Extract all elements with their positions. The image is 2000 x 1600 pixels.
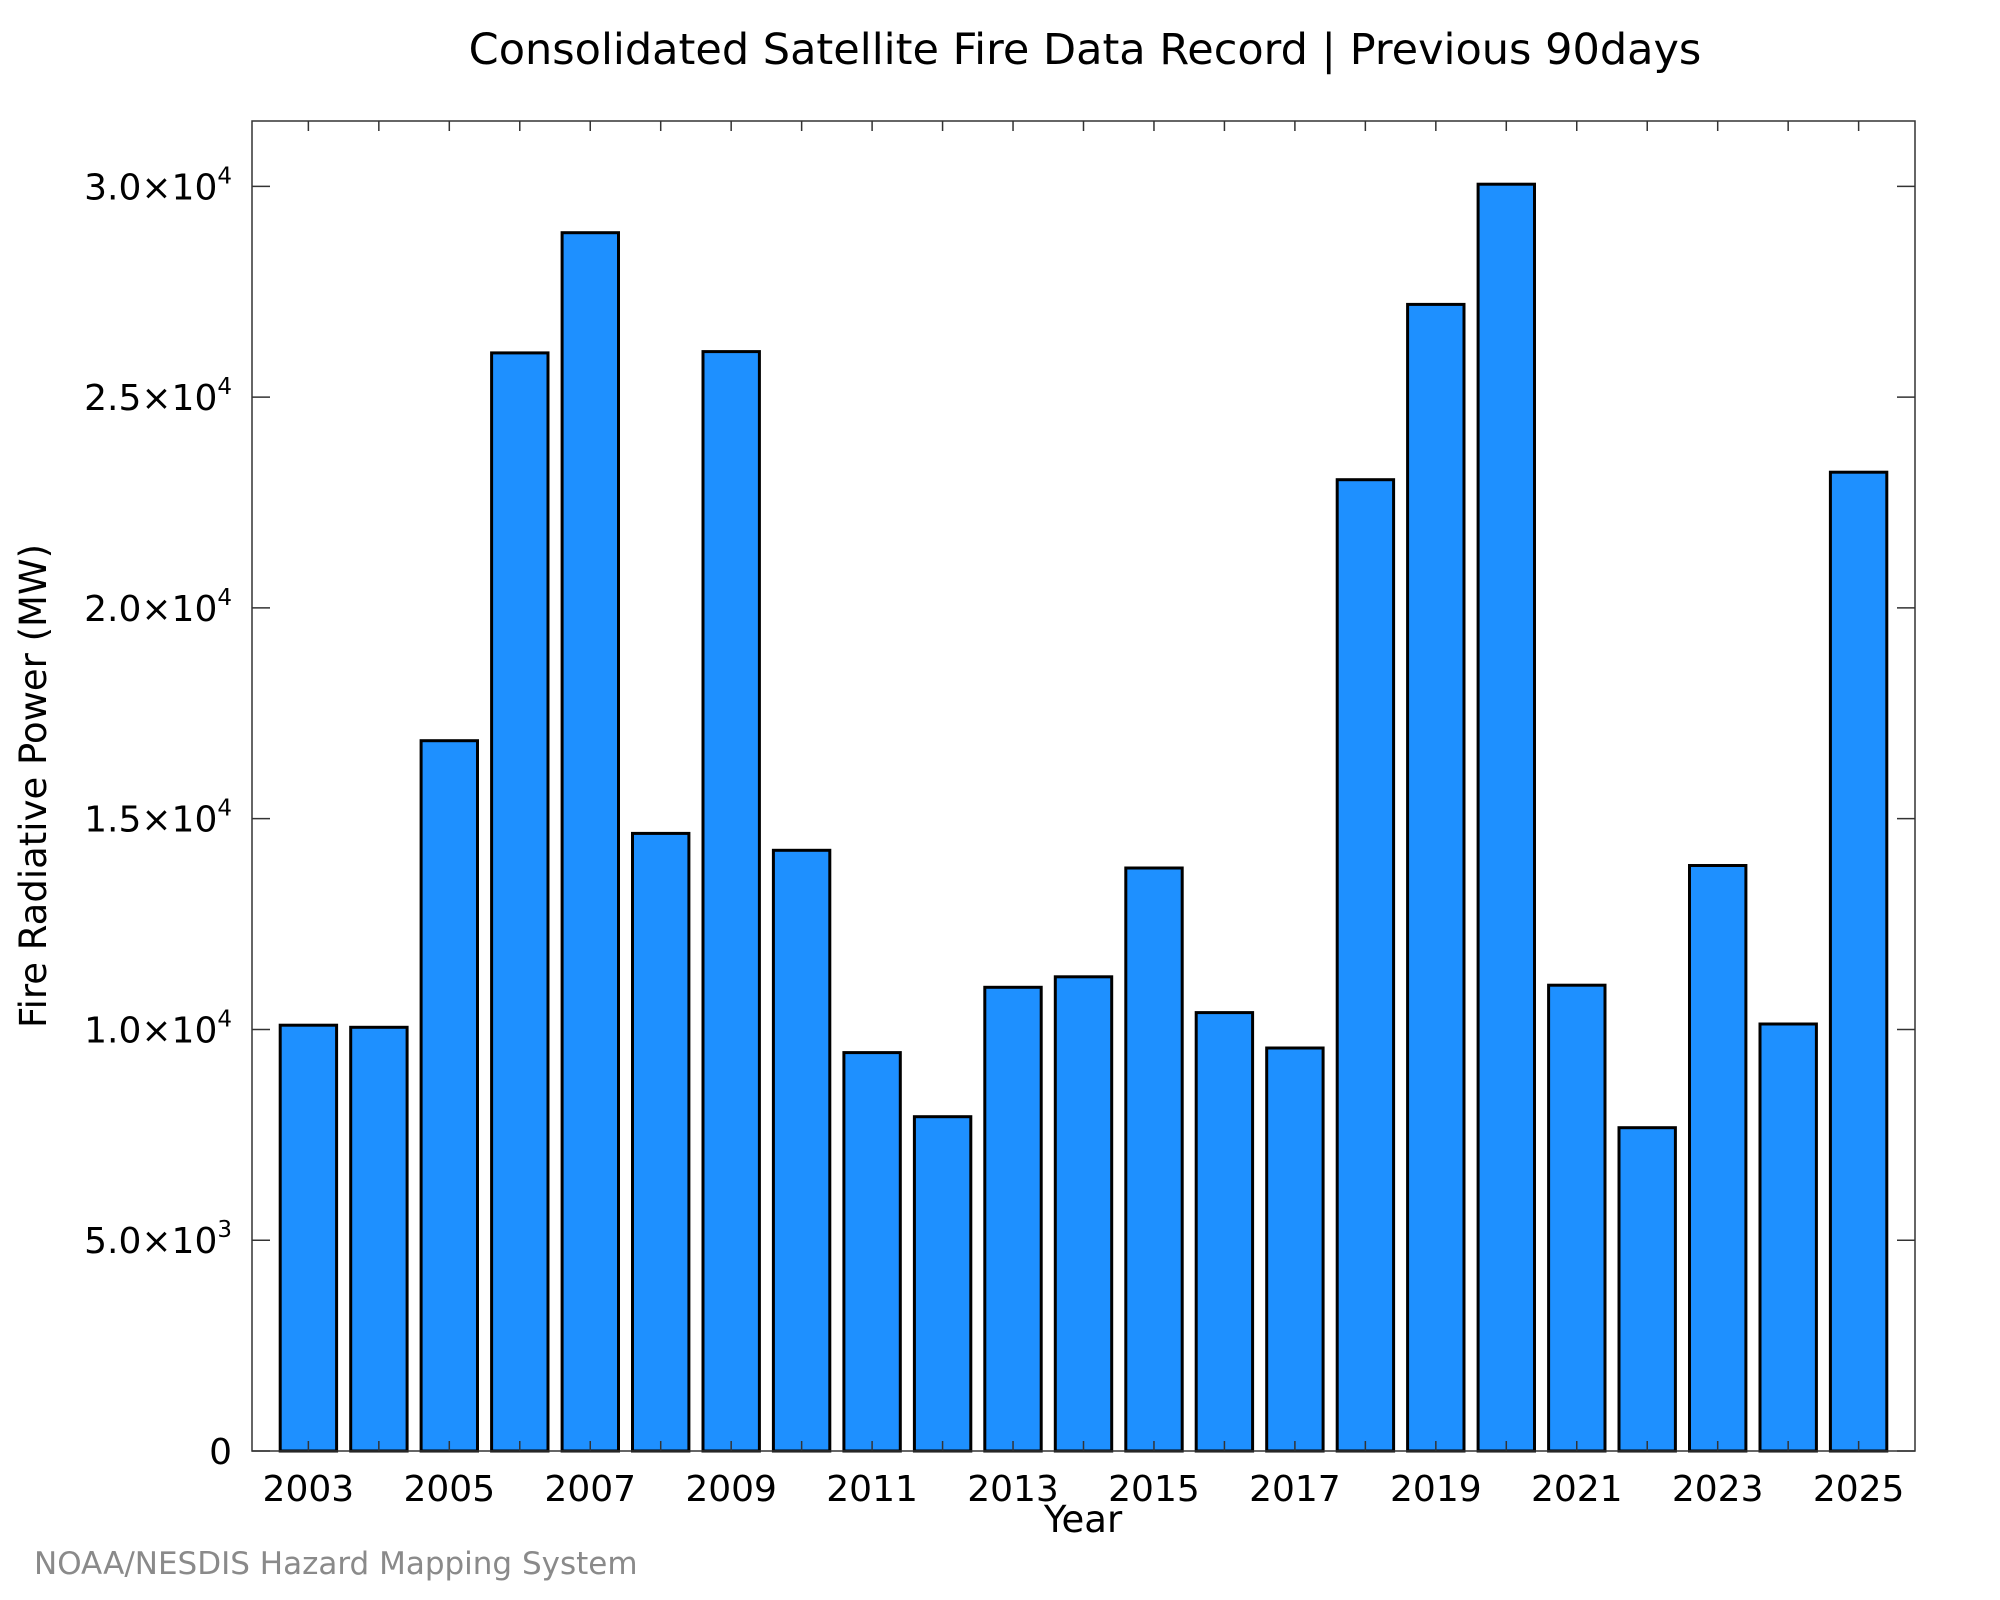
- credit-text: NOAA/NESDIS Hazard Mapping System: [34, 1546, 638, 1582]
- bar-2003: [278, 1023, 339, 1453]
- bar-2006: [490, 351, 550, 1453]
- bar-2005: [419, 739, 480, 1453]
- x-tick-label: 2003: [263, 1469, 355, 1510]
- y-tick-label: 1.5×104: [84, 796, 232, 841]
- bar-2016: [1194, 1011, 1255, 1453]
- x-tick-label: 2015: [1108, 1469, 1200, 1510]
- x-tick-label: 2007: [544, 1469, 636, 1510]
- bar-2011: [842, 1051, 902, 1453]
- chart-title: Consolidated Satellite Fire Data Record …: [469, 25, 1702, 75]
- y-tick-label: 5.0×103: [84, 1217, 232, 1262]
- x-tick-label: 2009: [685, 1469, 777, 1510]
- x-tick-label: 2013: [967, 1469, 1059, 1510]
- bar-2008: [631, 831, 691, 1453]
- bar-2010: [771, 848, 832, 1453]
- x-tick-label: 2011: [826, 1469, 918, 1510]
- bar-2021: [1547, 983, 1607, 1453]
- bar-2004: [349, 1025, 409, 1453]
- y-tick-label: 1.0×104: [84, 1006, 232, 1051]
- bar-2014: [1053, 975, 1114, 1453]
- bar-2012: [912, 1115, 973, 1453]
- bar-2023: [1688, 864, 1748, 1453]
- x-tick-label: 2019: [1390, 1469, 1482, 1510]
- bar-2020: [1476, 182, 1536, 1453]
- y-axis-label: Fire Radiative Power (MW): [12, 544, 55, 1028]
- bar-2015: [1124, 866, 1184, 1453]
- x-tick-label: 2023: [1672, 1469, 1764, 1510]
- bar-2024: [1758, 1022, 1818, 1453]
- x-tick-label: 2017: [1249, 1469, 1341, 1510]
- bars-group: [278, 182, 1889, 1453]
- x-tick-label: 2021: [1531, 1469, 1623, 1510]
- x-axis-label: Year: [1043, 1498, 1123, 1541]
- y-tick-label: 0: [209, 1432, 232, 1473]
- x-tick-label: 2005: [403, 1469, 495, 1510]
- x-axis: 2003 2005 2007 2009 2011 2013 2015 2017 2019 2021…: [263, 121, 1905, 1510]
- bar-2009: [701, 350, 761, 1453]
- x-tick-label: 2025: [1813, 1469, 1905, 1510]
- bar-2007: [560, 231, 620, 1453]
- y-tick-label: 2.5×104: [84, 374, 232, 419]
- bar-2025: [1828, 470, 1889, 1453]
- y-tick-label: 2.0×104: [84, 585, 232, 630]
- bar-2018: [1335, 478, 1396, 1453]
- bar-2022: [1617, 1126, 1677, 1453]
- bar-2019: [1406, 302, 1466, 1453]
- y-axis: 0 5.0×103 1.0×104 1.5×104 2.0×104 2.5×104 3.0×…: [84, 163, 1915, 1473]
- bar-2017: [1265, 1046, 1325, 1453]
- y-tick-label: 3.0×104: [84, 163, 232, 208]
- bar-2013: [983, 985, 1043, 1453]
